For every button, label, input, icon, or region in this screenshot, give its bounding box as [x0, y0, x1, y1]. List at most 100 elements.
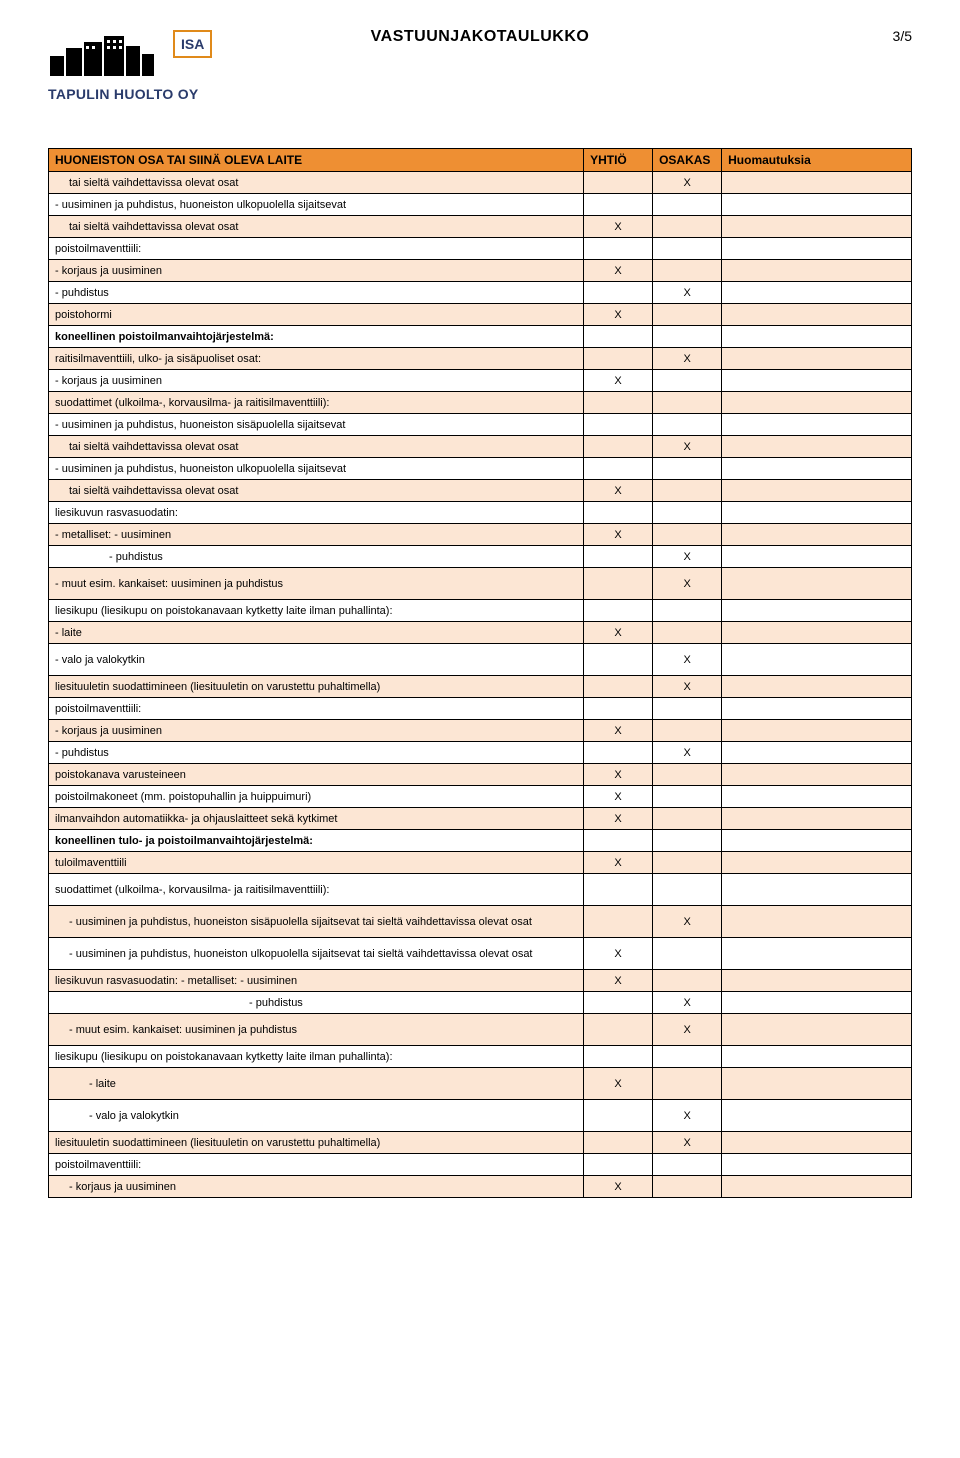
- cell-yhtio: [584, 1100, 653, 1132]
- cell-osakas: X: [653, 742, 722, 764]
- cell-yhtio: [584, 644, 653, 676]
- cell-osakas: [653, 1176, 722, 1198]
- cell-label: liesituuletin suodattimineen (liesituule…: [49, 1132, 584, 1154]
- table-row: liesikuvun rasvasuodatin: - metalliset: …: [49, 970, 912, 992]
- cell-osakas: X: [653, 282, 722, 304]
- cell-yhtio: X: [584, 216, 653, 238]
- cell-osakas: X: [653, 1132, 722, 1154]
- cell-label: - korjaus ja uusiminen: [49, 720, 584, 742]
- isa-badge: ISA: [173, 30, 212, 58]
- table-row: - puhdistusX: [49, 282, 912, 304]
- page-header: ISA TAPULIN HUOLTO OY VASTUUNJAKOTAULUKK…: [48, 28, 912, 148]
- cell-notes: [722, 1046, 912, 1068]
- cell-label: - laite: [49, 1068, 584, 1100]
- cell-yhtio: [584, 326, 653, 348]
- cell-label: - puhdistus: [49, 546, 584, 568]
- cell-label: - metalliset: - uusiminen: [49, 524, 584, 546]
- col-header-osakas: OSAKAS: [653, 149, 722, 172]
- cell-notes: [722, 524, 912, 546]
- cell-osakas: X: [653, 644, 722, 676]
- cell-notes: [722, 194, 912, 216]
- cell-label: - puhdistus: [49, 742, 584, 764]
- cell-osakas: [653, 600, 722, 622]
- cell-osakas: X: [653, 348, 722, 370]
- table-row: - muut esim. kankaiset: uusiminen ja puh…: [49, 1014, 912, 1046]
- cell-yhtio: [584, 1046, 653, 1068]
- cell-label: - muut esim. kankaiset: uusiminen ja puh…: [49, 1014, 584, 1046]
- cell-yhtio: X: [584, 370, 653, 392]
- table-row: - uusiminen ja puhdistus, huoneiston sis…: [49, 414, 912, 436]
- table-row: - muut esim. kankaiset: uusiminen ja puh…: [49, 568, 912, 600]
- cell-osakas: [653, 392, 722, 414]
- cell-notes: [722, 874, 912, 906]
- cell-osakas: X: [653, 172, 722, 194]
- cell-osakas: [653, 326, 722, 348]
- cell-label: - laite: [49, 622, 584, 644]
- table-row: poistoilmaventtiili:: [49, 238, 912, 260]
- cell-yhtio: X: [584, 852, 653, 874]
- cell-label: - uusiminen ja puhdistus, huoneiston ulk…: [49, 458, 584, 480]
- cell-osakas: [653, 698, 722, 720]
- cell-osakas: [653, 304, 722, 326]
- table-row: koneellinen tulo- ja poistoilmanvaihtojä…: [49, 830, 912, 852]
- cell-label: - uusiminen ja puhdistus, huoneiston sis…: [49, 414, 584, 436]
- cell-osakas: [653, 414, 722, 436]
- cell-label: liesikupu (liesikupu on poistokanavaan k…: [49, 1046, 584, 1068]
- table-row: suodattimet (ulkoilma-, korvausilma- ja …: [49, 392, 912, 414]
- cell-label: - valo ja valokytkin: [49, 1100, 584, 1132]
- cell-notes: [722, 1176, 912, 1198]
- cell-osakas: [653, 764, 722, 786]
- cell-notes: [722, 1100, 912, 1132]
- cell-label: - puhdistus: [49, 992, 584, 1014]
- cell-label: - valo ja valokytkin: [49, 644, 584, 676]
- table-row: - korjaus ja uusiminenX: [49, 260, 912, 282]
- cell-osakas: X: [653, 436, 722, 458]
- cell-yhtio: [584, 458, 653, 480]
- cell-label: poistoilmakoneet (mm. poistopuhallin ja …: [49, 786, 584, 808]
- table-row: - puhdistus X: [49, 742, 912, 764]
- cell-notes: [722, 260, 912, 282]
- table-row: - metalliset: - uusiminenX: [49, 524, 912, 546]
- table-row: tai sieltä vaihdettavissa olevat osatX: [49, 480, 912, 502]
- cell-yhtio: [584, 392, 653, 414]
- table-row: koneellinen poistoilmanvaihtojärjestelmä…: [49, 326, 912, 348]
- table-row: ilmanvaihdon automatiikka- ja ohjauslait…: [49, 808, 912, 830]
- cell-notes: [722, 326, 912, 348]
- cell-yhtio: [584, 600, 653, 622]
- table-row: poistoilmakoneet (mm. poistopuhallin ja …: [49, 786, 912, 808]
- cell-osakas: [653, 938, 722, 970]
- cell-osakas: [653, 194, 722, 216]
- cell-osakas: [653, 874, 722, 906]
- cell-yhtio: X: [584, 622, 653, 644]
- cell-notes: [722, 644, 912, 676]
- col-header-item: HUONEISTON OSA TAI SIINÄ OLEVA LAITE: [49, 149, 584, 172]
- table-row: - uusiminen ja puhdistus, huoneiston ulk…: [49, 938, 912, 970]
- cell-notes: [722, 622, 912, 644]
- cell-yhtio: [584, 1132, 653, 1154]
- table-row: liesituuletin suodattimineen (liesituule…: [49, 1132, 912, 1154]
- cell-yhtio: [584, 830, 653, 852]
- cell-osakas: [653, 238, 722, 260]
- cell-notes: [722, 1132, 912, 1154]
- cell-osakas: [653, 1046, 722, 1068]
- cell-osakas: X: [653, 676, 722, 698]
- cell-yhtio: [584, 1154, 653, 1176]
- cell-label: poistoilmaventtiili:: [49, 698, 584, 720]
- cell-label: liesikupu (liesikupu on poistokanavaan k…: [49, 600, 584, 622]
- page-title: VASTUUNJAKOTAULUKKO: [371, 28, 590, 46]
- cell-yhtio: [584, 568, 653, 600]
- cell-notes: [722, 304, 912, 326]
- cell-label: - korjaus ja uusiminen: [49, 260, 584, 282]
- cell-notes: [722, 502, 912, 524]
- cell-notes: [722, 458, 912, 480]
- cell-label: koneellinen tulo- ja poistoilmanvaihtojä…: [49, 830, 584, 852]
- cell-osakas: [653, 502, 722, 524]
- cell-label: - muut esim. kankaiset: uusiminen ja puh…: [49, 568, 584, 600]
- cell-yhtio: [584, 502, 653, 524]
- table-row: - korjaus ja uusiminenX: [49, 1176, 912, 1198]
- cell-yhtio: [584, 906, 653, 938]
- cell-notes: [722, 480, 912, 502]
- cell-yhtio: [584, 348, 653, 370]
- table-row: poistohormiX: [49, 304, 912, 326]
- cell-notes: [722, 436, 912, 458]
